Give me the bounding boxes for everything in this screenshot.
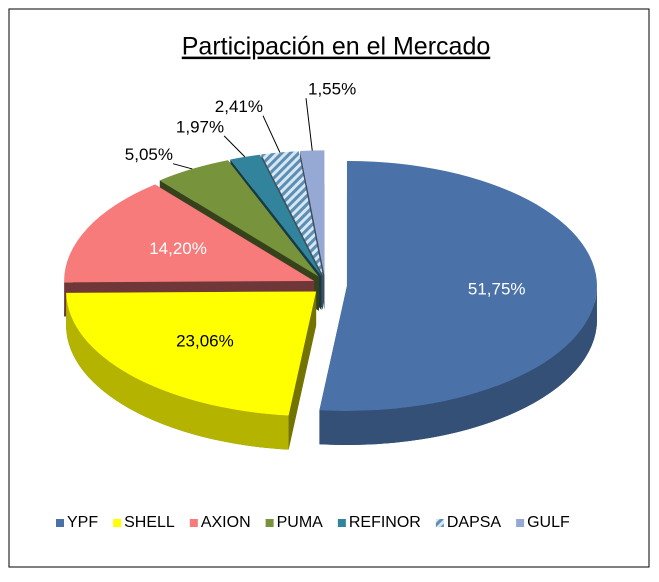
- data-label: 1,97%: [176, 117, 224, 136]
- legend-swatch: [516, 519, 524, 527]
- legend-label: REFINOR: [349, 514, 421, 531]
- legend-label: PUMA: [277, 514, 324, 531]
- legend-swatch: [436, 519, 444, 527]
- legend-label: AXION: [201, 514, 251, 531]
- data-label: 51,75%: [468, 280, 526, 299]
- legend-swatch: [113, 519, 121, 527]
- data-label: 1,55%: [308, 80, 356, 99]
- data-label: 14,20%: [149, 239, 207, 258]
- legend: YPF SHELL AXION PUMA REFINOR DAPSA GULF: [56, 514, 570, 531]
- legend-swatch: [266, 519, 274, 527]
- legend-label: DAPSA: [447, 514, 502, 531]
- legend-label: SHELL: [124, 514, 175, 531]
- chart-title: Participación en el Mercado: [182, 33, 491, 61]
- data-label: 2,41%: [215, 97, 263, 116]
- data-label: 5,05%: [125, 145, 173, 164]
- legend-swatch: [56, 519, 64, 527]
- legend-swatch: [190, 519, 198, 527]
- legend-label: GULF: [527, 514, 570, 531]
- legend-label: YPF: [67, 514, 98, 531]
- data-label: 23,06%: [176, 331, 234, 350]
- legend-swatch: [338, 519, 346, 527]
